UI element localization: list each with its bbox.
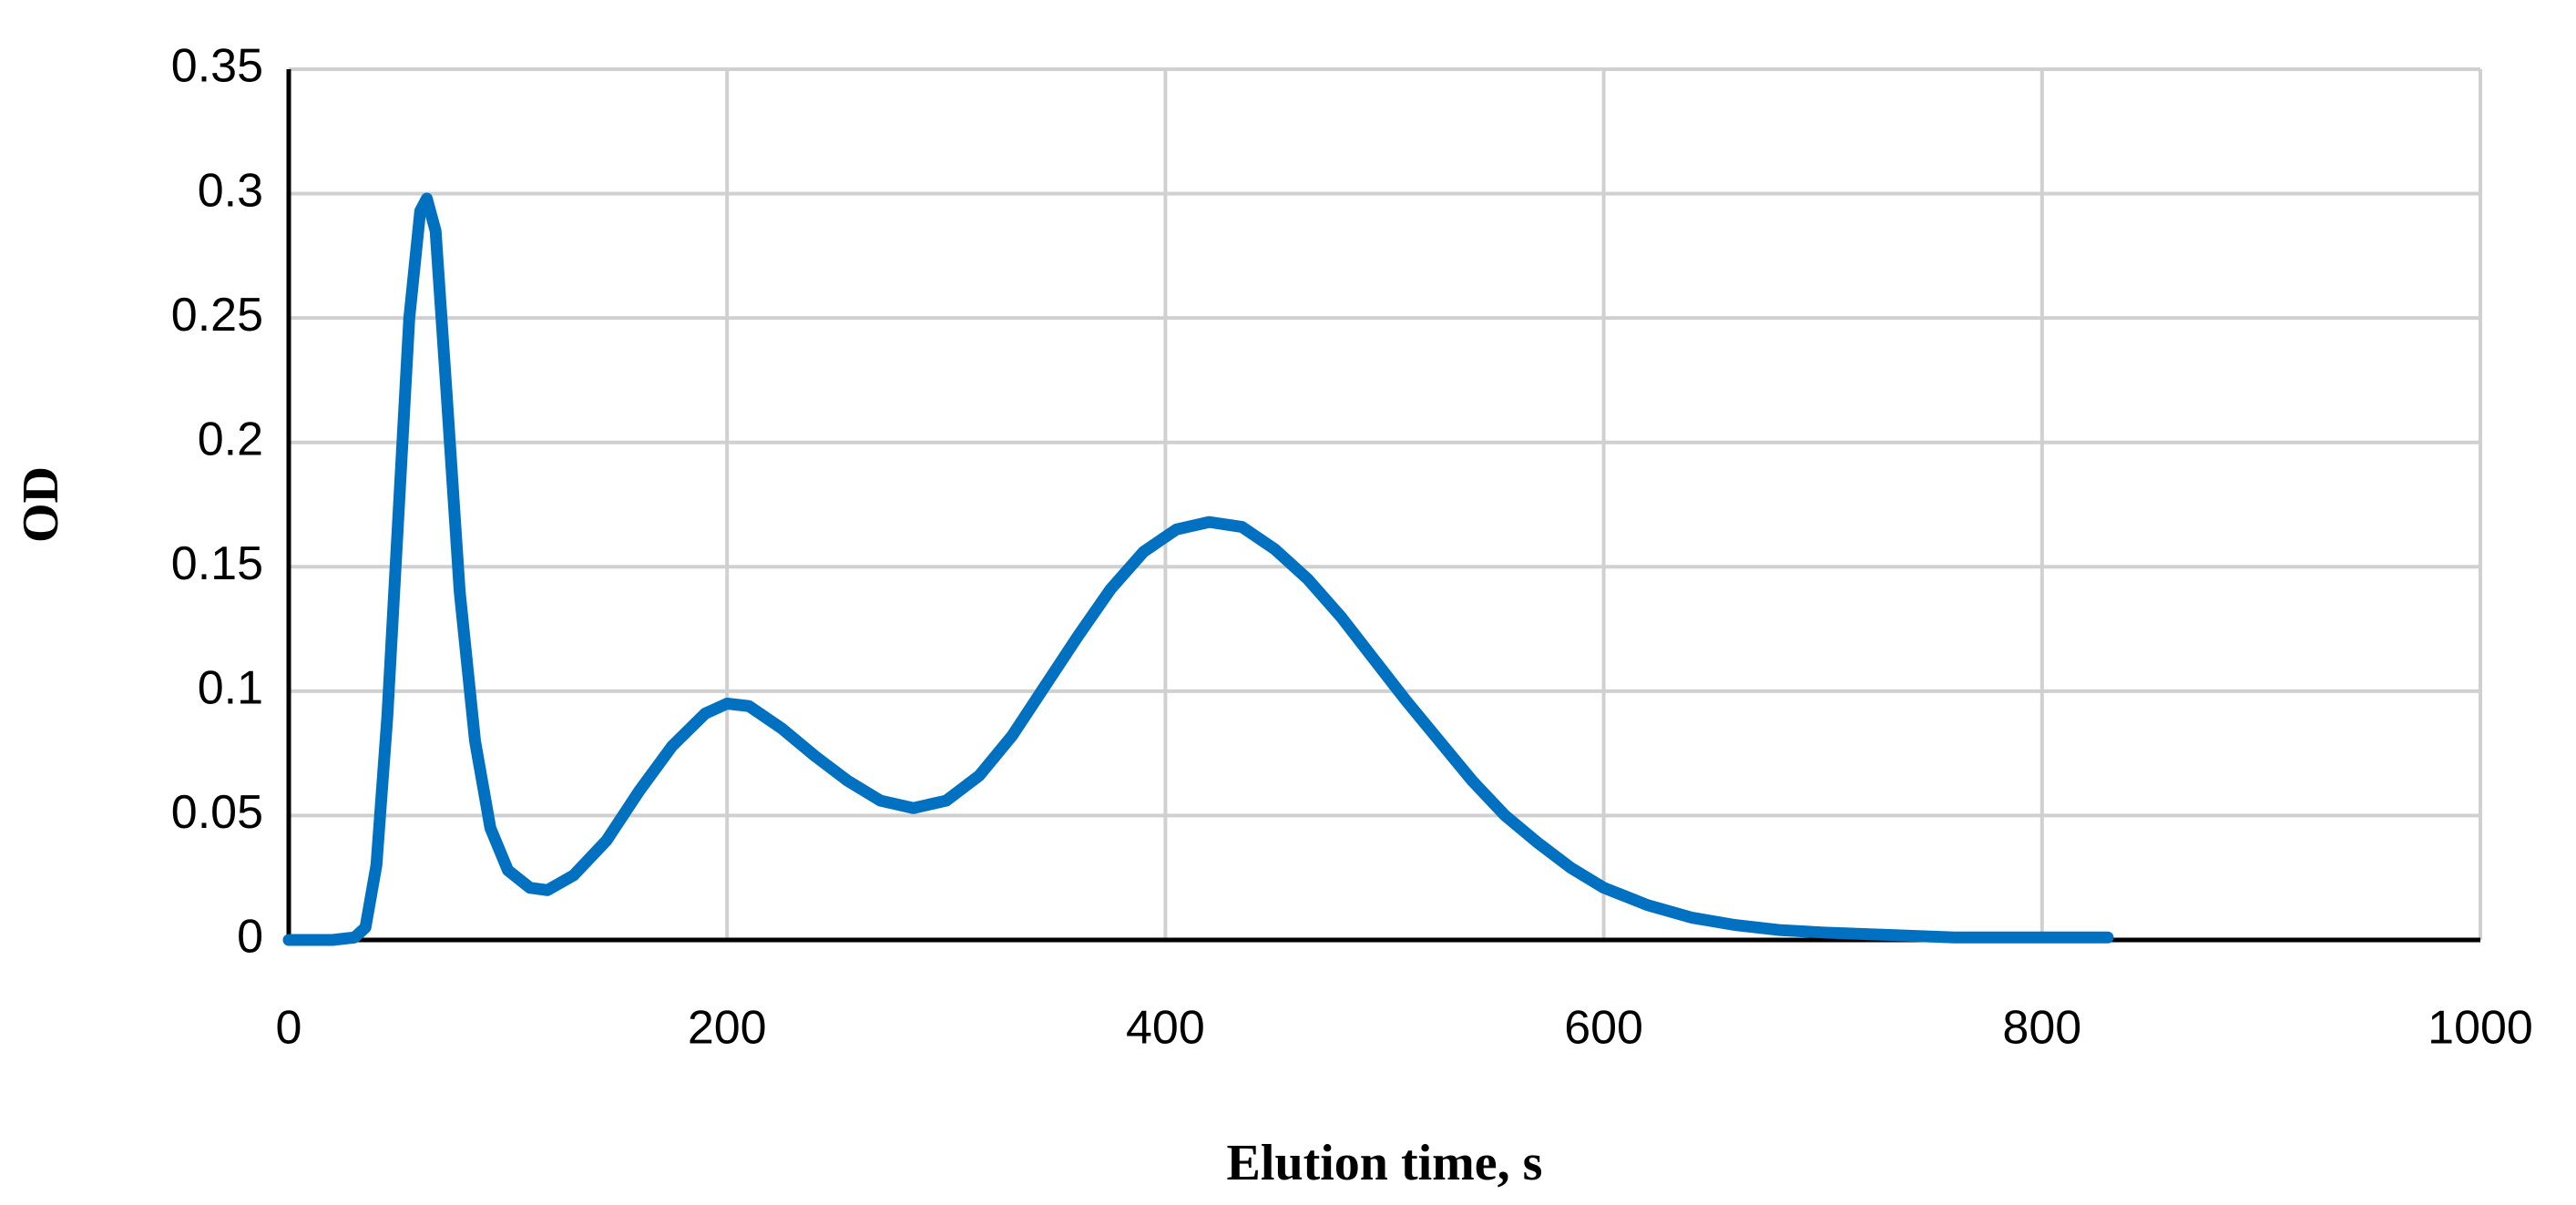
data-line [282,192,2114,946]
x-tick-label: 600 [1564,1002,1643,1055]
y-tick-label: 0 [237,911,263,964]
y-tick-label: 0.15 [171,537,263,590]
y-tick-label: 0.2 [198,413,263,465]
y-tick-label: 0.1 [198,662,263,715]
x-tick-label: 0 [276,1002,302,1055]
y-tick-label: 0.35 [171,40,263,93]
x-tick-label: 200 [688,1002,767,1055]
x-axis-title: Elution time, s [1227,1135,1543,1191]
y-tick-label: 0.25 [171,289,263,342]
y-axis-title: OD [13,466,69,543]
y-tick-label: 0.05 [171,786,263,839]
x-tick-label: 1000 [2428,1002,2533,1055]
y-tick-label: 0.3 [198,164,263,217]
x-tick-label: 800 [2002,1002,2081,1055]
x-tick-label: 400 [1126,1002,1205,1055]
